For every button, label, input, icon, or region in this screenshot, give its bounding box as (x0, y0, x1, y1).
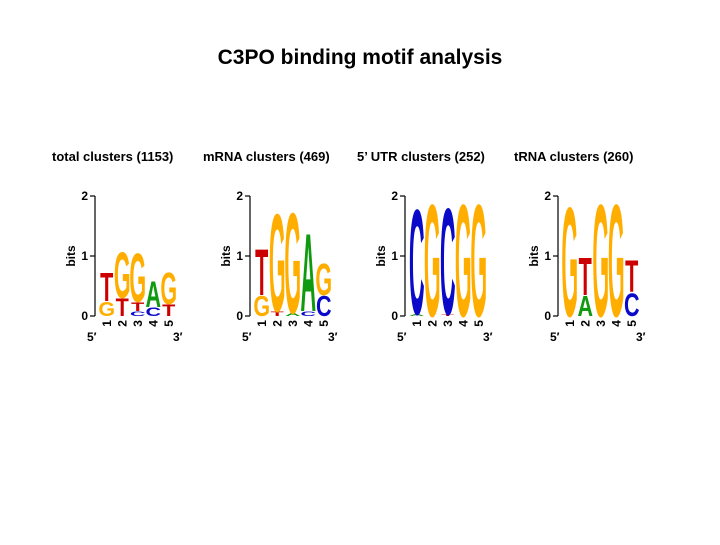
x-tick-label: 2 (270, 320, 284, 327)
y-tick-label: 2 (391, 189, 398, 203)
logo-letter: G (608, 172, 625, 351)
y-axis-label: bits (64, 245, 78, 267)
logo-letter: C (440, 178, 456, 347)
y-tick-label: 0 (236, 309, 243, 323)
x-tick-label: 5 (625, 320, 639, 327)
x-tick-label: 3 (286, 320, 300, 327)
logo-letter: T (162, 302, 175, 320)
y-axis-label: bits (527, 245, 541, 267)
logo-letter: A (577, 291, 593, 323)
x-end-label: 5′ (397, 330, 407, 344)
logo-letter: T (100, 263, 113, 309)
logo-letter: T (579, 246, 592, 306)
logo-letter: C (624, 286, 640, 323)
x-tick-label: 3 (441, 320, 455, 327)
y-tick-label: 1 (236, 249, 243, 263)
x-end-label: 3′ (173, 330, 183, 344)
x-end-label: 3′ (636, 330, 646, 344)
logo-letter: T (131, 300, 144, 314)
x-tick-label: 4 (301, 320, 315, 327)
logo-letter: C (300, 311, 316, 318)
y-tick-label: 0 (81, 309, 88, 323)
logo-letter: C (130, 311, 146, 318)
x-end-label: 3′ (483, 330, 493, 344)
x-end-label: 3′ (328, 330, 338, 344)
x-tick-label: 4 (609, 320, 623, 327)
logo-letter: G (160, 263, 177, 314)
slide-title: C3PO binding motif analysis (218, 46, 503, 69)
logo-letter: T (255, 237, 268, 310)
logo-letter: T (116, 294, 129, 322)
y-tick-label: 2 (544, 189, 551, 203)
x-tick-label: 4 (146, 320, 160, 327)
logo-letter: C (145, 305, 161, 319)
y-tick-label: 2 (81, 189, 88, 203)
x-tick-label: 5 (317, 320, 331, 327)
panel-title: 5’ UTR clusters (252) (357, 149, 485, 164)
x-end-label: 5′ (550, 330, 560, 344)
logo-letter: G (455, 172, 472, 351)
x-tick-label: 2 (115, 320, 129, 327)
panel-title: total clusters (1153) (52, 149, 173, 164)
panel-title: mRNA clusters (469) (203, 149, 330, 164)
logo-letter: G (315, 254, 332, 305)
logo-letter: G (114, 240, 131, 313)
logo-letter: A (300, 211, 316, 335)
logo-letter: G (470, 172, 487, 351)
x-tick-label: 4 (456, 320, 470, 327)
logo-letter: G (284, 183, 301, 344)
x-end-label: 5′ (87, 330, 97, 344)
x-tick-label: 3 (594, 320, 608, 327)
logo-letter: G (253, 291, 270, 323)
x-tick-label: 3 (131, 320, 145, 327)
y-axis-label: bits (219, 245, 233, 267)
logo-letter: C (409, 178, 425, 346)
x-tick-label: 5 (472, 320, 486, 327)
y-tick-label: 0 (391, 309, 398, 323)
y-tick-label: 1 (544, 249, 551, 263)
logo-letter: A (409, 314, 425, 317)
x-tick-label: 2 (425, 320, 439, 327)
logo-letter: G (129, 239, 146, 317)
logo-letter: T (271, 311, 285, 318)
y-tick-label: 2 (236, 189, 243, 203)
logo-letter: A (285, 313, 301, 318)
logo-letter: G (561, 175, 578, 350)
x-tick-label: 1 (100, 320, 114, 327)
logo-letter: T (625, 251, 638, 302)
logo-letter: T (441, 314, 455, 317)
y-tick-label: 1 (391, 249, 398, 263)
logo-letter: A (145, 275, 161, 315)
logo-letter: G (98, 298, 115, 320)
x-tick-label: 2 (578, 320, 592, 327)
logo-letter: G (269, 187, 286, 342)
x-tick-label: 1 (255, 320, 269, 327)
x-tick-label: 1 (410, 320, 424, 327)
panel-title: tRNA clusters (260) (514, 149, 633, 164)
x-end-label: 5′ (242, 330, 252, 344)
logo-letter: G (424, 172, 441, 351)
x-tick-label: 5 (162, 320, 176, 327)
y-tick-label: 1 (81, 249, 88, 263)
y-axis-label: bits (374, 245, 388, 267)
logo-letter: C (316, 291, 332, 323)
logo-letter: G (592, 172, 609, 351)
x-tick-label: 1 (563, 320, 577, 327)
y-tick-label: 0 (544, 309, 551, 323)
